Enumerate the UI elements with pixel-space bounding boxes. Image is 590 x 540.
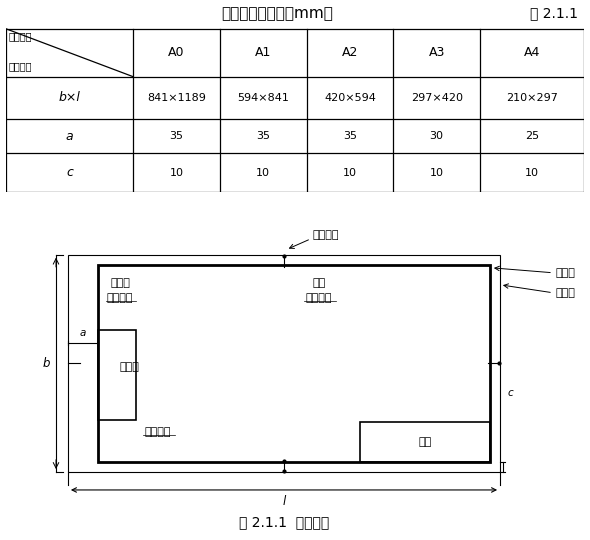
Text: A0: A0: [168, 46, 185, 59]
Bar: [360, 422, 490, 462]
Text: 图 2.1.1  幅面格式: 图 2.1.1 幅面格式: [239, 515, 329, 529]
Text: 35: 35: [256, 131, 270, 141]
Text: A2: A2: [342, 46, 358, 59]
Text: 10: 10: [525, 167, 539, 178]
Text: 25: 25: [525, 131, 539, 141]
Text: 对中标志: 对中标志: [313, 230, 339, 240]
Text: 10: 10: [430, 167, 444, 178]
Text: 角标: 角标: [312, 278, 326, 288]
Text: a: a: [80, 328, 86, 339]
Text: a: a: [65, 130, 73, 143]
Text: b×l: b×l: [58, 91, 80, 104]
Text: 420×594: 420×594: [324, 93, 376, 103]
Text: 表 2.1.1: 表 2.1.1: [530, 6, 578, 21]
Text: A3: A3: [428, 46, 445, 59]
Text: 图幅及图框尺寸（mm）: 图幅及图框尺寸（mm）: [222, 6, 333, 21]
Text: l: l: [283, 495, 286, 508]
Text: A4: A4: [524, 46, 540, 59]
Text: 会签杠: 会签杠: [119, 362, 139, 372]
Text: 对中标志: 对中标志: [145, 427, 171, 437]
Text: 图幅代号: 图幅代号: [9, 31, 32, 40]
Text: 图标: 图标: [418, 437, 432, 447]
Text: 10: 10: [343, 167, 357, 178]
Text: 297×420: 297×420: [411, 93, 463, 103]
Text: A1: A1: [255, 46, 271, 59]
Text: 30: 30: [430, 131, 444, 141]
Text: c: c: [66, 166, 73, 179]
Text: 10: 10: [256, 167, 270, 178]
Text: 210×297: 210×297: [506, 93, 558, 103]
Text: 对中标志: 对中标志: [107, 293, 133, 303]
Text: 841×1189: 841×1189: [147, 93, 206, 103]
Text: 幅面线: 幅面线: [555, 288, 575, 298]
Bar: [98, 265, 490, 462]
Text: c: c: [508, 388, 514, 399]
Text: b: b: [42, 357, 50, 370]
Text: 10: 10: [169, 167, 183, 178]
Text: 对中标志: 对中标志: [306, 293, 332, 303]
Text: 装订边: 装订边: [110, 278, 130, 288]
Text: 35: 35: [169, 131, 183, 141]
Text: 594×841: 594×841: [237, 93, 289, 103]
Bar: [98, 330, 136, 420]
Text: 35: 35: [343, 131, 357, 141]
Bar: [68, 255, 500, 472]
Text: 尺寸代号: 尺寸代号: [9, 61, 32, 71]
Text: 图框线: 图框线: [555, 268, 575, 278]
